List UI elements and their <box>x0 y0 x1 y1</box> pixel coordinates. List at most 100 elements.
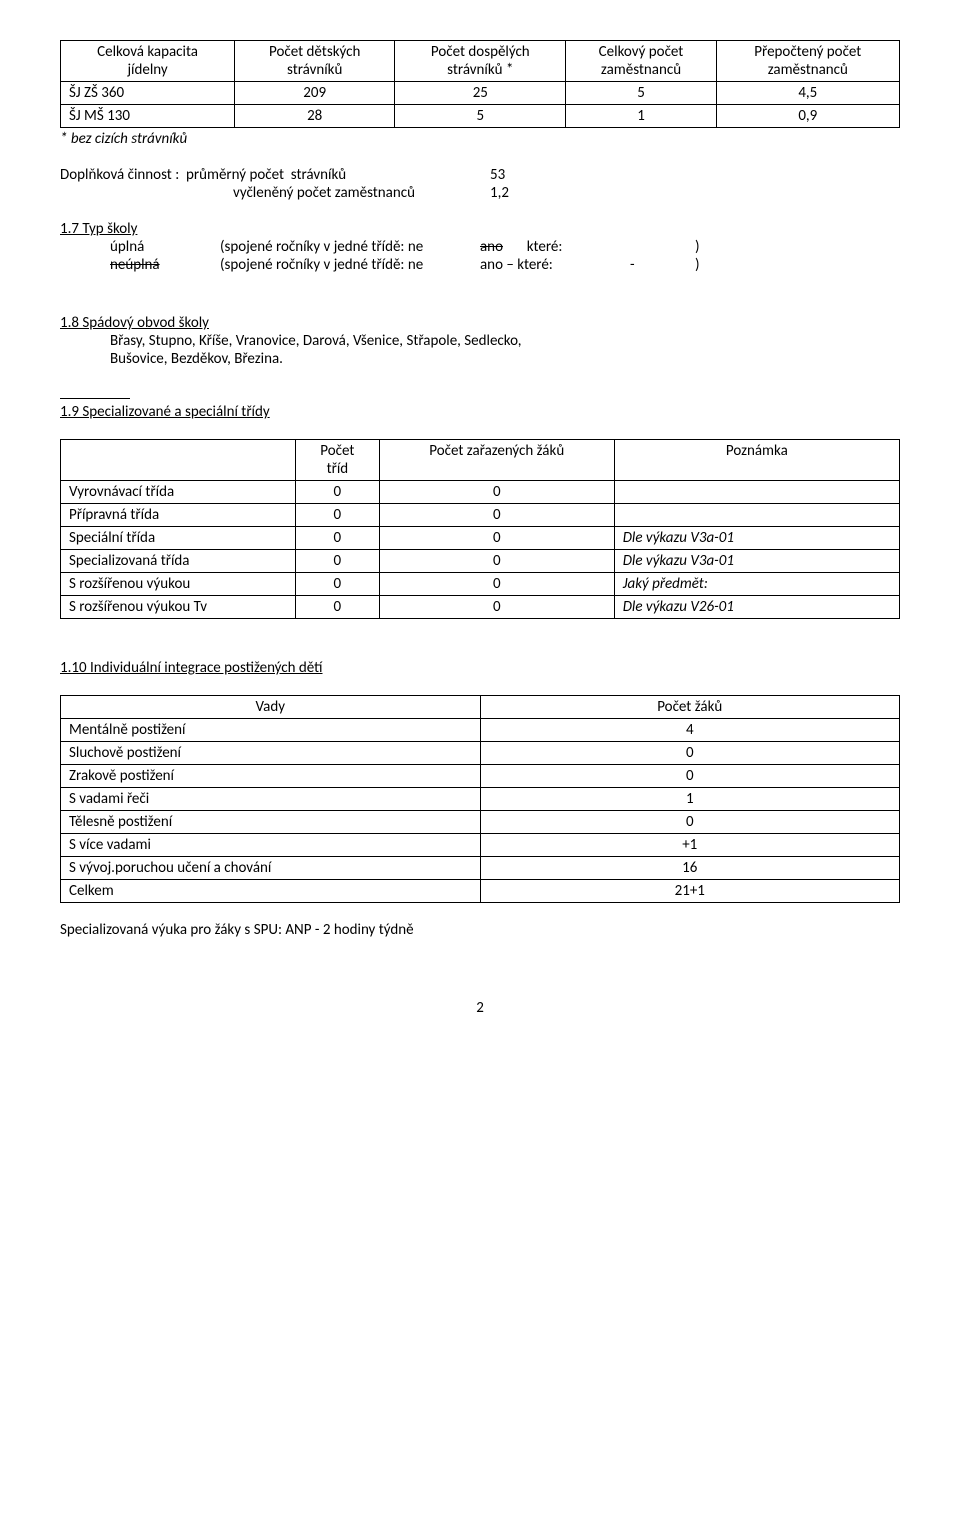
cell: 0 <box>295 504 379 527</box>
th-l1: Přepočtený počet <box>754 43 861 61</box>
cell: 5 <box>395 105 566 128</box>
table-integration: Vady Počet žáků Mentálně postižení 4 Slu… <box>60 695 900 903</box>
table-row: S více vadami +1 <box>61 834 900 857</box>
ano-ktere: ano – které: <box>480 256 630 274</box>
th-l2: zaměstnanců <box>768 61 848 79</box>
cell-label: Specializovaná třída <box>61 550 296 573</box>
cell: ŠJ MŠ 130 <box>61 105 235 128</box>
section-1-10-title: 1.10 Individuální integrace postižených … <box>60 659 323 677</box>
cell-label: Přípravná třída <box>61 504 296 527</box>
table-row: S vývoj.poruchou učení a chování 16 <box>61 857 900 880</box>
th-vady: Vady <box>61 696 481 719</box>
th-l1: Celková kapacita <box>97 43 198 61</box>
table-row: S vadami řeči 1 <box>61 788 900 811</box>
cell-label: Sluchově postižení <box>61 742 481 765</box>
dopln-line1-val: 53 <box>490 166 505 184</box>
table1-footnote: * bez cizích strávníků <box>60 130 900 148</box>
cell-label: Speciální třída <box>61 527 296 550</box>
cell-val: 21+1 <box>480 880 900 903</box>
dopln-line2-val: 1,2 <box>490 184 509 202</box>
cell: ŠJ ZŠ 360 <box>61 82 235 105</box>
th-pocet-trid: Počettříd <box>295 440 379 481</box>
cell-label: Zrakově postižení <box>61 765 481 788</box>
table-row: Tělesně postižení 0 <box>61 811 900 834</box>
page-number: 2 <box>60 999 900 1017</box>
table-special-classes: Počettříd Počet zařazených žáků Poznámka… <box>60 439 900 619</box>
cell: 1 <box>566 105 716 128</box>
cell: 0 <box>295 550 379 573</box>
th-l1: Počet dospělých <box>431 43 530 61</box>
cell-label: S vývoj.poruchou učení a chování <box>61 857 481 880</box>
cell: 0,9 <box>716 105 899 128</box>
cell-note: Dle výkazu V3a-01 <box>614 550 899 573</box>
cell-val: 0 <box>480 765 900 788</box>
cell: 0 <box>379 527 614 550</box>
th-capacity-4: Přepočtený počet zaměstnanců <box>716 41 899 82</box>
th-capacity-0: Celková kapacita jídelny <box>61 41 235 82</box>
th-l2: zaměstnanců <box>601 61 681 79</box>
th-capacity-2: Počet dospělých strávníků * <box>395 41 566 82</box>
th-l2: jídelny <box>127 61 167 79</box>
th-zarazenych: Počet zařazených žáků <box>379 440 614 481</box>
cell-val: 0 <box>480 742 900 765</box>
th-l1: Celkový počet <box>599 43 684 61</box>
close-paren: ) <box>695 256 700 274</box>
cell-label: S rozšířenou výukou Tv <box>61 596 296 619</box>
table-row: ŠJ MŠ 130 28 5 1 0,9 <box>61 105 900 128</box>
cell-label: Celkem <box>61 880 481 903</box>
table-row: Vyrovnávací třída 0 0 <box>61 481 900 504</box>
close-paren: ) <box>695 238 700 256</box>
cell-label: S rozšířenou výukou <box>61 573 296 596</box>
section-1-10: 1.10 Individuální integrace postižených … <box>60 659 900 939</box>
section-1-7-title: 1.7 Typ školy <box>60 220 900 238</box>
table-row: Zrakově postižení 0 <box>61 765 900 788</box>
cell: 0 <box>379 573 614 596</box>
th-text: Počettříd <box>320 442 354 478</box>
table-row: Celkem 21+1 <box>61 880 900 903</box>
th-pocet-zaku: Počet žáků <box>480 696 900 719</box>
cell-label: S vadami řeči <box>61 788 481 811</box>
type-text: (spojené ročníky v jedné třídě: ne <box>220 256 480 274</box>
cell: 25 <box>395 82 566 105</box>
th-l1: Počet dětských <box>269 43 360 61</box>
th-blank <box>61 440 296 481</box>
cell: 4,5 <box>716 82 899 105</box>
cell: 0 <box>379 481 614 504</box>
cell: 0 <box>379 550 614 573</box>
table-row: Přípravná třída 0 0 <box>61 504 900 527</box>
section-1-8-body1: Břasy, Stupno, Kříše, Vranovice, Darová,… <box>110 332 900 350</box>
cell-val: 16 <box>480 857 900 880</box>
cell-label: Mentálně postižení <box>61 719 481 742</box>
cell: 28 <box>235 105 395 128</box>
th-poznamka: Poznámka <box>614 440 899 481</box>
cell-label: Vyrovnávací třída <box>61 481 296 504</box>
cell: 5 <box>566 82 716 105</box>
section-doplnkova: Doplňková činnost : průměrný počet stráv… <box>60 166 900 202</box>
section-1-10-footer: Specializovaná výuka pro žáky s SPU: ANP… <box>60 921 900 939</box>
th-l2: strávníků <box>287 61 342 79</box>
table-row: Specializovaná třída 0 0 Dle výkazu V3a-… <box>61 550 900 573</box>
section-1-7: 1.7 Typ školy úplná (spojené ročníky v j… <box>60 220 900 274</box>
section-1-8-title: 1.8 Spádový obvod školy <box>60 314 900 332</box>
cell-val: 0 <box>480 811 900 834</box>
ano-strike: ano <box>480 238 503 256</box>
cell: 0 <box>295 573 379 596</box>
section-1-9: 1.9 Specializované a speciální třídy Poč… <box>60 403 900 619</box>
ktere: které: <box>520 238 695 256</box>
cell-note: Dle výkazu V3a-01 <box>614 527 899 550</box>
cell-val: +1 <box>480 834 900 857</box>
cell-note: Jaký předmět: <box>614 573 899 596</box>
table-row: Sluchově postižení 0 <box>61 742 900 765</box>
cell: 0 <box>379 504 614 527</box>
table-row: S rozšířenou výukou 0 0 Jaký předmět: <box>61 573 900 596</box>
cell-val: 1 <box>480 788 900 811</box>
type-neuplna: neúplná <box>110 256 160 274</box>
cell-val: 4 <box>480 719 900 742</box>
section-1-8: 1.8 Spádový obvod školy Břasy, Stupno, K… <box>60 314 900 368</box>
cell-note <box>614 504 899 527</box>
table-capacity: Celková kapacita jídelny Počet dětských … <box>60 40 900 128</box>
section-1-8-body2: Bušovice, Bezděkov, Březina. <box>110 350 900 368</box>
footnote-rule <box>60 398 130 399</box>
cell-note: Dle výkazu V26-01 <box>614 596 899 619</box>
cell: 0 <box>379 596 614 619</box>
